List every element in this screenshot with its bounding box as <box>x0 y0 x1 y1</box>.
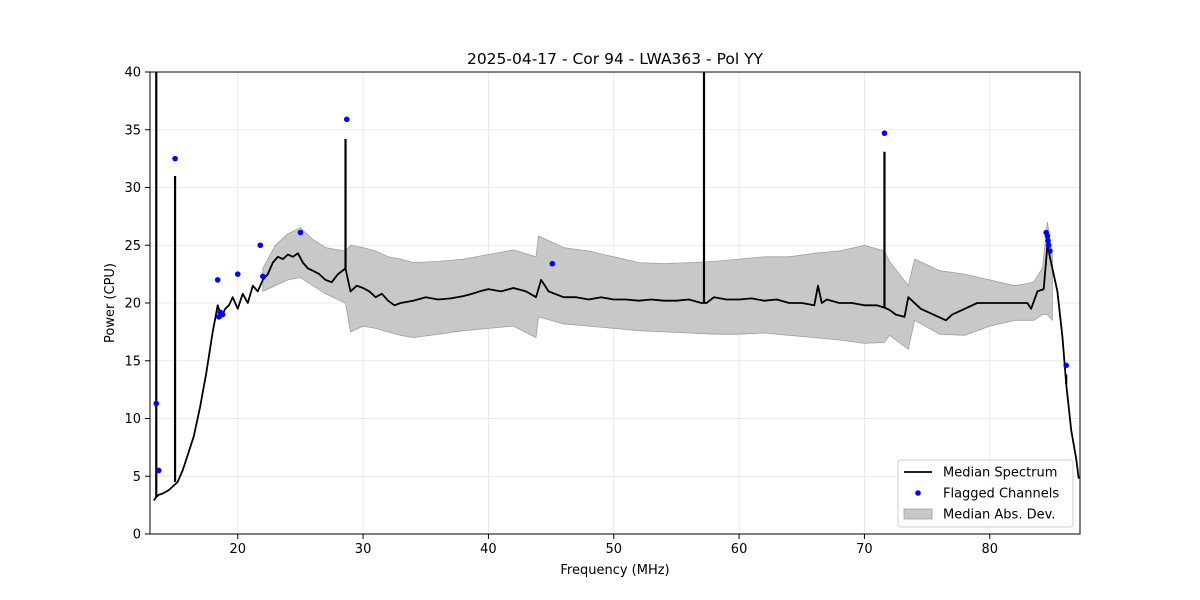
flagged-channel-point <box>297 229 304 236</box>
x-tick-label: 50 <box>605 542 622 557</box>
plot-area <box>153 72 1080 502</box>
flagged-channel-point <box>1044 233 1051 239</box>
flagged-channel-point <box>155 467 162 474</box>
x-tick-label: 20 <box>229 542 246 557</box>
legend-label: Median Abs. Dev. <box>943 508 1055 523</box>
y-tick-label: 30 <box>124 181 141 196</box>
flagged-channel-point <box>1045 242 1052 249</box>
flagged-channel-point <box>234 271 241 277</box>
y-tick-label: 35 <box>124 123 141 138</box>
y-tick-label: 15 <box>124 354 141 369</box>
x-tick-label: 70 <box>856 542 873 557</box>
y-tick-label: 25 <box>124 239 141 254</box>
axis-ticks: 20 30 40 50 60 70 80 0 5 10 15 20 25 30 35 40 <box>124 66 998 558</box>
plot-content <box>153 72 1080 502</box>
x-tick-label: 60 <box>731 542 748 557</box>
mad-band <box>262 222 1053 350</box>
chart-title: 2025-04-17 - Cor 94 - LWA363 - Pol YY <box>467 50 764 68</box>
x-tick-label: 30 <box>355 542 372 557</box>
flagged-channel-point <box>260 273 266 280</box>
legend-label: Median Spectrum <box>943 466 1057 481</box>
flagged-channel-point <box>214 277 221 283</box>
flagged-channel-point <box>881 130 888 137</box>
x-tick-label: 80 <box>981 542 998 557</box>
y-tick-label: 10 <box>124 412 141 427</box>
y-axis-label: Power (CPU) <box>103 263 118 343</box>
y-tick-label: 20 <box>124 297 141 312</box>
flagged-channel-point <box>1063 362 1070 369</box>
x-axis-label: Frequency (MHz) <box>560 563 669 578</box>
x-tick-label: 40 <box>480 542 497 557</box>
flagged-channel-point <box>549 260 556 267</box>
flagged-channel-point <box>219 311 226 318</box>
legend-box <box>897 459 1074 528</box>
flagged-channel-point <box>343 116 350 123</box>
flagged-channel-point <box>1045 237 1051 244</box>
legend-label: Flagged Channels <box>943 487 1059 502</box>
legend: Median Spectrum Flagged Channels Median Ab… <box>897 459 1074 528</box>
y-tick-label: 5 <box>133 470 141 485</box>
flagged-channel-point <box>257 242 264 249</box>
y-tick-label: 0 <box>133 528 141 543</box>
flagged-channel-point <box>172 155 178 162</box>
flagged-channel-point <box>153 400 160 407</box>
legend-marker-swatch <box>915 490 921 496</box>
legend-patch-swatch <box>903 508 933 520</box>
flagged-channel-point <box>1047 248 1053 254</box>
y-tick-label: 40 <box>124 66 141 81</box>
median-spectrum-line <box>153 244 1080 502</box>
